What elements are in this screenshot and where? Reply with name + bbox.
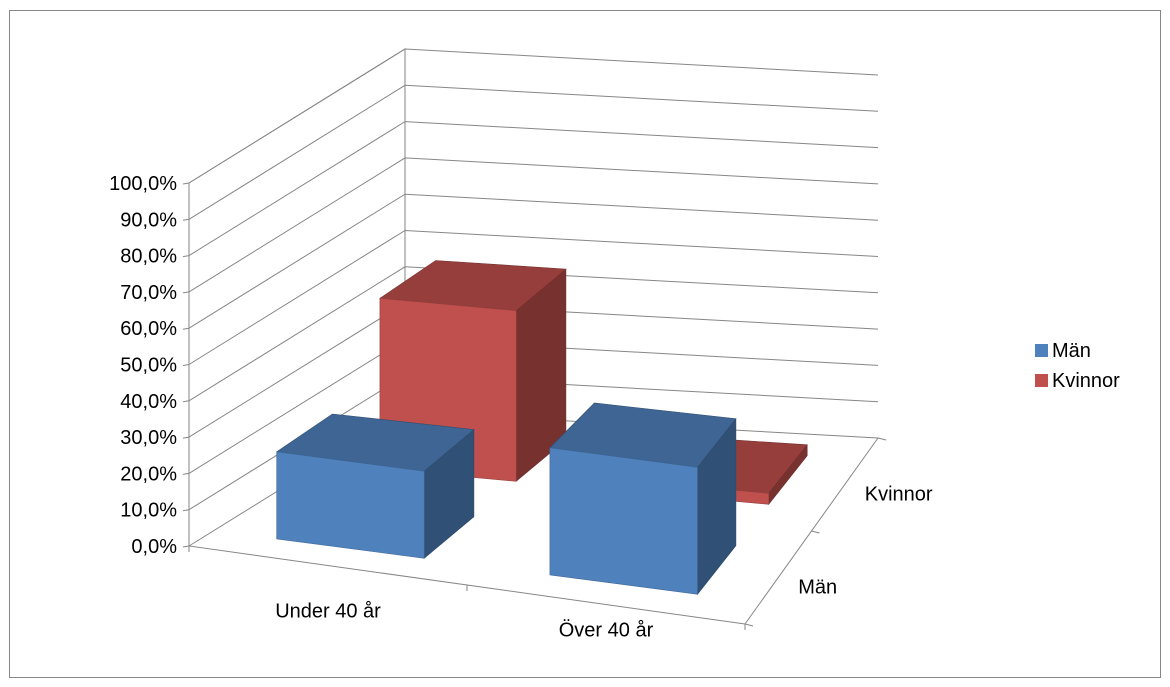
gridline <box>188 193 879 329</box>
y-tick-label: 60,0% <box>120 318 177 340</box>
y-tick-mark <box>182 509 190 512</box>
bar-män-2 <box>549 402 737 596</box>
y-tick-mark <box>182 182 190 185</box>
gridline <box>188 48 879 184</box>
bars <box>275 260 808 596</box>
gridlines <box>188 48 879 511</box>
x-tick-labels: Under 40 år Över 40 år <box>275 601 653 642</box>
y-tick-label: 20,0% <box>120 463 177 485</box>
y-tick-mark <box>182 472 190 475</box>
y-tick-mark <box>182 436 190 439</box>
depth-label: Kvinnor <box>865 484 933 506</box>
y-tick-label: 100,0% <box>109 173 177 195</box>
bar-män-1 <box>275 413 475 559</box>
legend: Män Kvinnor <box>1035 340 1120 392</box>
x-tick-label: Över 40 år <box>559 620 654 642</box>
depth-tick-mark <box>811 530 820 534</box>
y-tick-label: 90,0% <box>120 209 177 231</box>
legend-swatch <box>1035 374 1048 387</box>
legend-label: Män <box>1052 340 1091 362</box>
legend-label: Kvinnor <box>1052 370 1120 392</box>
legend-swatch <box>1035 344 1048 357</box>
gridline <box>188 157 879 293</box>
y-tick-mark <box>182 218 190 221</box>
y-tick-mark <box>182 364 190 366</box>
gridline <box>188 84 879 220</box>
y-tick-mark <box>182 400 190 403</box>
y-tick-mark <box>182 255 190 258</box>
y-tick-label: 80,0% <box>120 246 177 268</box>
bar-front-face <box>549 447 698 595</box>
y-tick-labels: 0,0% 10,0% 20,0% 30,0% 40,0% 50,0% 60,0% 70,0% 8… <box>109 173 177 558</box>
gridline <box>188 266 879 402</box>
depth-label: Män <box>798 577 837 599</box>
y-tick-label: 30,0% <box>120 427 177 449</box>
y-tick-label: 0,0% <box>131 536 177 558</box>
depth-labels: Män Kvinnor <box>798 484 933 599</box>
gridline <box>188 229 879 365</box>
y-tick-mark <box>182 327 190 330</box>
bar-kvinnor-1 <box>379 260 567 482</box>
y-tick-label: 40,0% <box>120 391 177 413</box>
y-tick-label: 70,0% <box>120 282 177 304</box>
depth-tick-mark <box>744 623 754 627</box>
bar-front-face <box>276 451 425 559</box>
gridline <box>188 121 879 257</box>
y-tick-mark <box>182 291 190 294</box>
depth-tick-mark <box>877 437 887 441</box>
y-tick-label: 50,0% <box>120 355 177 377</box>
x-tick-label: Under 40 år <box>275 601 381 623</box>
y-tick-mark <box>182 545 190 548</box>
y-tick-label: 10,0% <box>120 500 177 522</box>
